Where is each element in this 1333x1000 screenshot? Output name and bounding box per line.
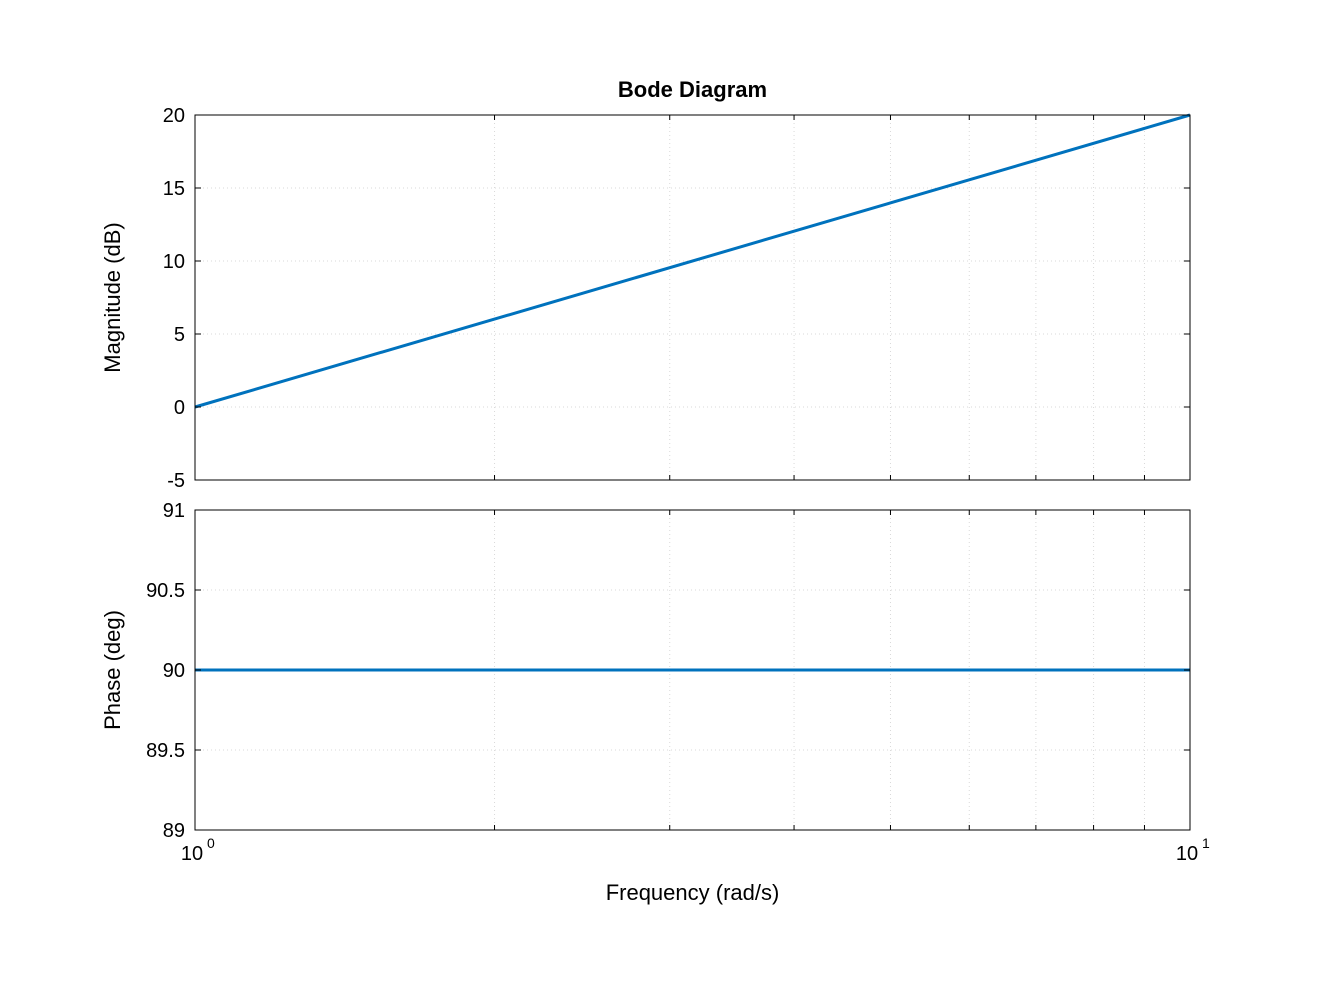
ytick-label: 89 xyxy=(163,820,185,842)
svg-text:10: 10 xyxy=(181,843,203,865)
ytick-label: 20 xyxy=(163,105,185,127)
ytick-label: 90.5 xyxy=(146,580,185,602)
ytick-label: 90 xyxy=(163,660,185,682)
xlabel: Frequency (rad/s) xyxy=(606,880,780,905)
svg-text:0: 0 xyxy=(207,835,215,851)
ytick-label: 89.5 xyxy=(146,740,185,762)
svg-text:10: 10 xyxy=(1176,843,1198,865)
svg-text:1: 1 xyxy=(1202,835,1210,851)
ytick-label: 5 xyxy=(174,324,185,346)
xtick-label: 101 xyxy=(1176,835,1210,865)
ytick-label: 91 xyxy=(163,500,185,522)
ytick-label: -5 xyxy=(167,470,185,492)
xtick-label: 100 xyxy=(181,835,215,865)
ytick-label: 15 xyxy=(163,178,185,200)
ylabel: Magnitude (dB) xyxy=(100,222,125,372)
ytick-label: 10 xyxy=(163,251,185,273)
bode-diagram: Bode Diagram-505101520Magnitude (dB)8989… xyxy=(0,0,1333,1000)
ylabel: Phase (deg) xyxy=(100,610,125,730)
chart-title: Bode Diagram xyxy=(618,77,767,102)
ytick-label: 0 xyxy=(174,397,185,419)
